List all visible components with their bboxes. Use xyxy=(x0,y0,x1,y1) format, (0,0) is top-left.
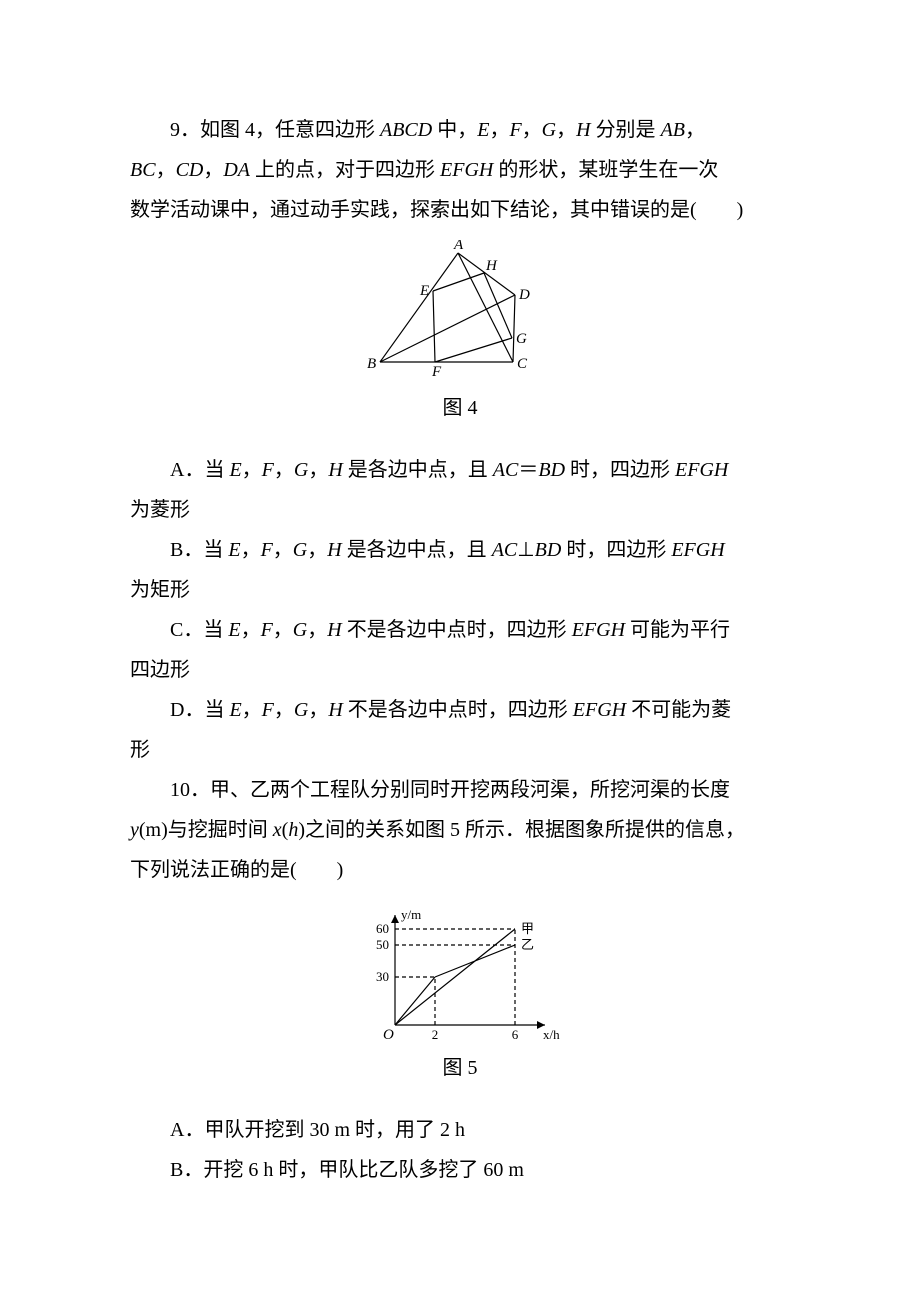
q9-optA-line1: A．当 E，F，G，H 是各边中点，且 AC＝BD 时，四边形 EFGH xyxy=(130,450,790,490)
svg-text:H: H xyxy=(485,258,498,274)
svg-text:60: 60 xyxy=(376,921,389,936)
svg-text:甲: 甲 xyxy=(521,921,534,936)
svg-text:50: 50 xyxy=(376,937,389,952)
q10-stem-line2: y(m)与挖掘时间 x(h)之间的关系如图 5 所示．根据图象所提供的信息， xyxy=(130,810,790,850)
q9-optB-line2: 为矩形 xyxy=(130,570,790,610)
svg-text:F: F xyxy=(431,364,442,380)
svg-text:B: B xyxy=(367,356,376,372)
q10-figure: 30 5060 2 6 Oy/m x/h 甲乙 图 5 xyxy=(130,900,790,1080)
svg-text:E: E xyxy=(419,283,429,299)
q9-caption: 图 4 xyxy=(130,396,790,420)
q10-stem-line3: 下列说法正确的是( ) xyxy=(130,850,790,890)
q9-optC-line1: C．当 E，F，G，H 不是各边中点时，四边形 EFGH 可能为平行 xyxy=(130,610,790,650)
svg-text:乙: 乙 xyxy=(521,937,534,952)
q10-stem-line1: 10．甲、乙两个工程队分别同时开挖两段河渠，所挖河渠的长度 xyxy=(130,770,790,810)
svg-text:y/m: y/m xyxy=(401,907,421,922)
q9-optB-line1: B．当 E，F，G，H 是各边中点，且 AC⊥BD 时，四边形 EFGH xyxy=(130,530,790,570)
q10-optB: B．开挖 6 h 时，甲队比乙队多挖了 60 m xyxy=(130,1150,790,1190)
q9-optA-line2: 为菱形 xyxy=(130,490,790,530)
q9-optC-line2: 四边形 xyxy=(130,650,790,690)
svg-text:D: D xyxy=(518,287,530,303)
q9-figure: A B C D E F G H 图 4 xyxy=(130,240,790,420)
q9-optD-line1: D．当 E，F，G，H 不是各边中点时，四边形 EFGH 不可能为菱 xyxy=(130,690,790,730)
svg-text:A: A xyxy=(453,240,464,253)
q9-optD-line2: 形 xyxy=(130,730,790,770)
q10-caption: 图 5 xyxy=(130,1056,790,1080)
q9-stem-line1: 9．如图 4，任意四边形 ABCD 中，E，F，G，H 分别是 AB， xyxy=(130,110,790,150)
svg-text:O: O xyxy=(383,1027,394,1043)
q10-chart-svg: 30 5060 2 6 Oy/m x/h 甲乙 xyxy=(355,900,565,1050)
svg-text:C: C xyxy=(517,356,528,372)
svg-text:30: 30 xyxy=(376,969,389,984)
exam-page: 9．如图 4，任意四边形 ABCD 中，E，F，G，H 分别是 AB， BC，C… xyxy=(0,0,920,1302)
q9-diagram-svg: A B C D E F G H xyxy=(360,240,560,390)
q9-stem-line3: 数学活动课中，通过动手实践，探索出如下结论，其中错误的是( ) xyxy=(130,190,790,230)
svg-text:2: 2 xyxy=(432,1027,439,1042)
svg-text:x/h: x/h xyxy=(543,1027,560,1042)
svg-text:G: G xyxy=(516,331,527,347)
q10-optA: A．甲队开挖到 30 m 时，用了 2 h xyxy=(130,1110,790,1150)
svg-text:6: 6 xyxy=(512,1027,519,1042)
q9-stem-line2: BC，CD，DA 上的点，对于四边形 EFGH 的形状，某班学生在一次 xyxy=(130,150,790,190)
